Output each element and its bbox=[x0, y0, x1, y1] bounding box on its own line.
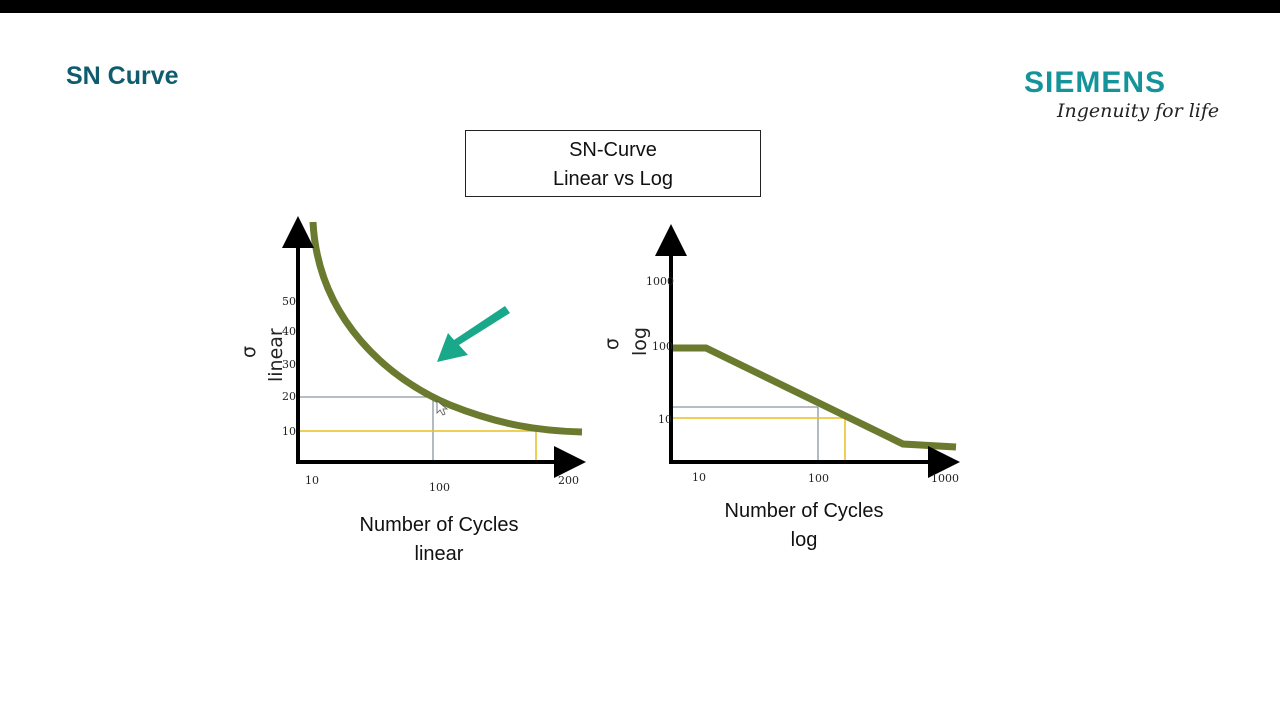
y-axis-scale: linear bbox=[265, 328, 287, 382]
x-caption-line-2: linear bbox=[414, 543, 464, 565]
sn-curve-log bbox=[672, 344, 957, 451]
x-tick-10: 10 bbox=[692, 471, 706, 484]
top-black-bar bbox=[0, 0, 1280, 13]
x-caption-line-1: Number of Cycles bbox=[724, 500, 884, 522]
y-tick-30: 30 bbox=[282, 358, 296, 371]
y-tick-100: 100 bbox=[652, 340, 673, 353]
x-caption-line-1: Number of Cycles bbox=[359, 514, 519, 536]
log-chart: 1000 100 10 10 100 1000 σ log bbox=[601, 224, 960, 485]
y-tick-40: 40 bbox=[282, 325, 296, 338]
logo-tagline: Ingenuity for life bbox=[1057, 100, 1220, 122]
y-tick-20: 20 bbox=[282, 390, 296, 403]
y-tick-10: 10 bbox=[658, 413, 672, 426]
x-tick-10: 10 bbox=[305, 474, 319, 487]
y-axis-sigma: σ bbox=[238, 346, 260, 358]
x-tick-200: 200 bbox=[558, 474, 579, 487]
x-caption-line-2: log bbox=[790, 529, 818, 551]
x-tick-100: 100 bbox=[808, 472, 829, 485]
y-tick-10: 10 bbox=[282, 425, 296, 438]
y-tick-50: 50 bbox=[282, 295, 296, 308]
sn-curve-linear bbox=[309, 221, 583, 436]
title-line-1: SN-Curve bbox=[569, 139, 657, 161]
siemens-logo: SIEMENS Ingenuity for life bbox=[1024, 66, 1219, 122]
logo-wordmark: SIEMENS bbox=[1024, 66, 1167, 99]
x-tick-100: 100 bbox=[429, 481, 450, 494]
teal-arrow-icon bbox=[437, 306, 510, 362]
y-axis-scale: log bbox=[629, 327, 651, 356]
mouse-cursor-icon bbox=[436, 400, 449, 416]
slide-title: SN Curve bbox=[66, 62, 179, 90]
linear-x-caption: Number of Cycles linear bbox=[309, 511, 569, 569]
log-x-caption: Number of Cycles log bbox=[674, 497, 934, 555]
y-axis-sigma: σ bbox=[601, 338, 623, 350]
title-line-2: Linear vs Log bbox=[552, 168, 674, 190]
linear-chart: 50 40 30 20 10 10 100 200 σ linear bbox=[238, 216, 586, 494]
y-tick-1000: 1000 bbox=[646, 275, 674, 288]
chart-title-box: SN-Curve Linear vs Log bbox=[465, 130, 761, 197]
x-tick-1000: 1000 bbox=[931, 472, 959, 485]
